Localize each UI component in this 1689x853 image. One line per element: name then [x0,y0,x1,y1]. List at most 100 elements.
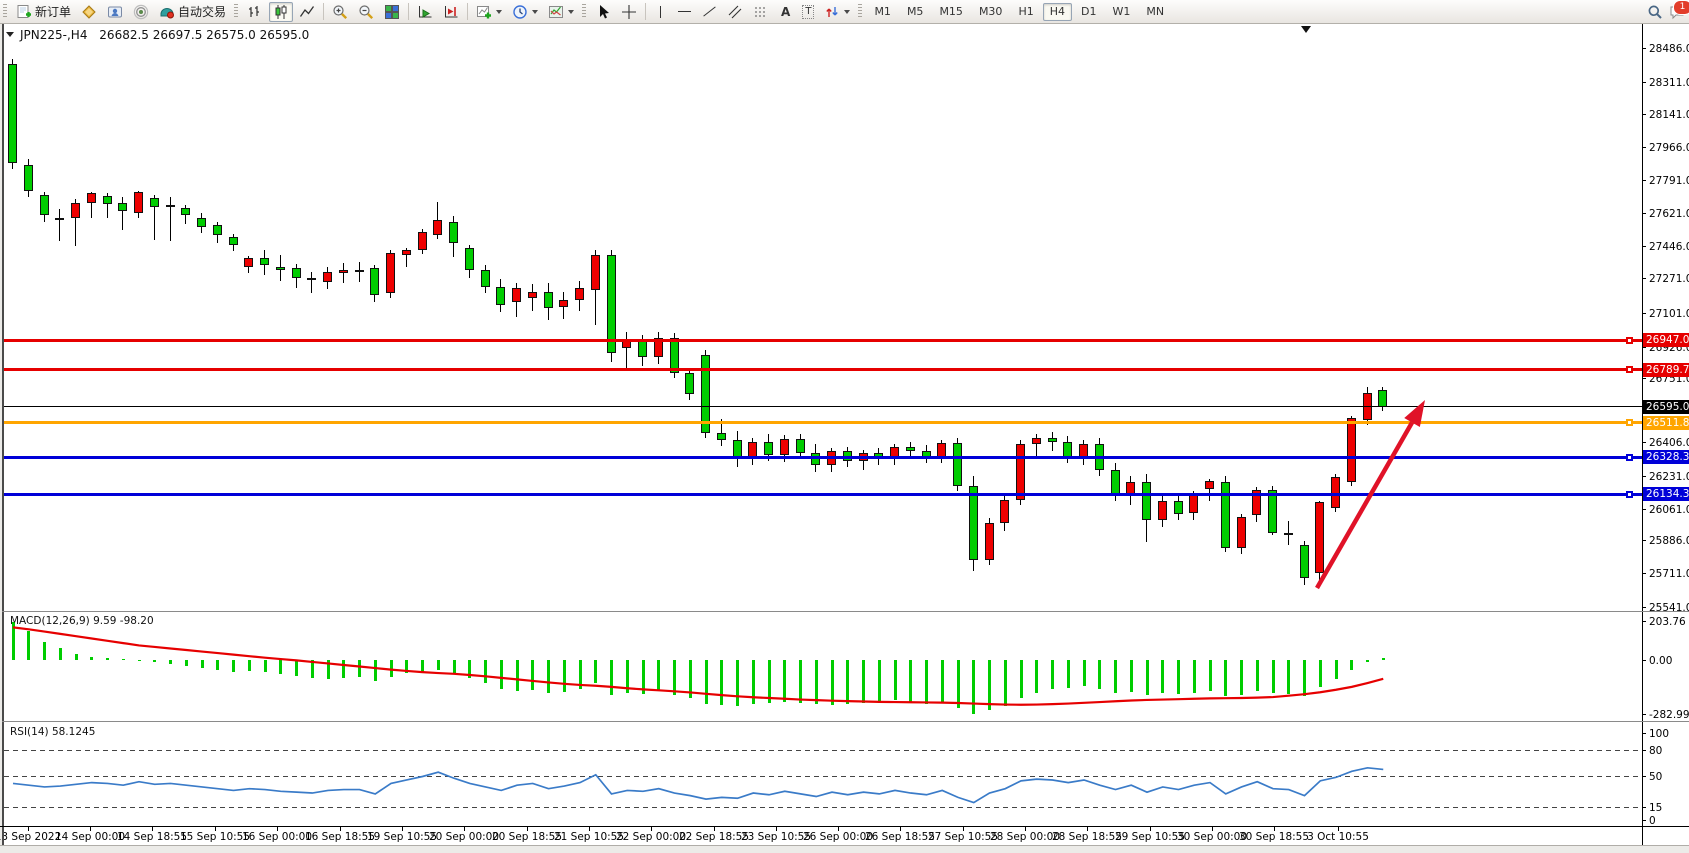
new-order-button[interactable]: 新订单 [12,2,75,22]
crosshair-tool-button[interactable] [617,2,641,22]
navigator-button[interactable] [103,2,127,22]
toolbar-grip[interactable] [3,4,7,19]
line-handle[interactable] [1626,490,1633,498]
trend-arrow[interactable] [1315,400,1425,590]
candle-body [275,266,285,270]
cursor-tool-button[interactable] [591,2,615,22]
timeframe-h4[interactable]: H4 [1042,2,1072,21]
time-tick-mark [900,827,901,831]
templates-button[interactable] [544,2,578,22]
candle-body [23,164,33,192]
search-icon[interactable] [1647,4,1663,20]
macd-histogram-bar [736,660,739,707]
toolbar-separator [645,3,647,20]
chat-button[interactable]: 1 [1669,0,1689,20]
bar-chart-button[interactable] [243,2,267,22]
timeframe-d1[interactable]: D1 [1074,3,1103,21]
line-handle[interactable] [1626,366,1633,374]
terminal-button[interactable] [129,2,153,22]
window-bottom-border [0,845,1689,846]
vertical-line-tool-button[interactable] [650,2,671,22]
horizontal-line[interactable] [4,406,1642,408]
horizontal-line-tool-button[interactable] [673,2,696,22]
time-tick-label: 20 Sep 18:55 [491,831,563,843]
horizontal-line[interactable] [4,368,1642,372]
chart-background[interactable] [2,24,1689,845]
candlestick-chart-button[interactable] [269,1,294,22]
chart-dropdown-icon[interactable] [6,32,14,41]
candle-body [1031,438,1041,444]
market-watch-button[interactable] [77,2,101,22]
candle-body [401,249,411,255]
rsi-tick-mark [1642,820,1646,821]
candle-body [165,205,175,208]
timeframe-m1[interactable]: M1 [867,3,898,21]
candle-body [55,218,65,221]
line-handle[interactable] [1626,419,1633,427]
macd-histogram-bar [625,660,629,693]
timeframe-m15[interactable]: M15 [932,3,970,21]
time-tick-label: 27 Sep 10:55 [927,831,999,843]
channel-tool-button[interactable] [723,2,747,22]
fibonacci-icon [755,7,768,16]
macd-histogram-bar [232,660,235,672]
timeframe-mn[interactable]: MN [1139,3,1171,21]
toolbar-grip[interactable] [234,4,239,19]
arrows-tool-button[interactable] [820,2,854,22]
rsi-pane-separator[interactable] [2,721,1689,722]
macd-histogram-bar [877,660,881,703]
text-label-tool-button[interactable]: T [798,2,818,22]
trend-arrow-shaft[interactable] [1315,421,1414,590]
horizontal-line[interactable] [4,421,1642,425]
horizontal-line[interactable] [4,492,1642,496]
toolbar: 新订单 自动 [0,0,1689,24]
price-axis-border [1642,24,1643,845]
price-tick-mark [1642,509,1646,510]
chart-shift-button[interactable] [439,2,463,22]
macd-histogram-bar [216,660,220,670]
dropdown-caret-icon [844,10,851,17]
symbol-period-label: JPN225-,H4 [20,28,88,42]
time-tick-label: 14 Sep 18:55 [116,831,188,843]
tile-windows-button[interactable] [380,2,404,22]
candle-wick [59,208,61,241]
price-tick-mark [1642,378,1646,379]
auto-scroll-button[interactable] [413,2,437,22]
timeframe-m30[interactable]: M30 [972,3,1010,21]
candle-wick [405,248,407,268]
time-tick-label: 3 Oct 10:55 [1307,831,1369,843]
zoom-out-button[interactable] [354,2,378,22]
timeframe-m5[interactable]: M5 [900,3,931,21]
macd-pane-separator[interactable] [2,611,1689,612]
rsi-tick-mark [1642,750,1646,751]
timeframe-h1[interactable]: H1 [1011,3,1040,21]
vertical-line-icon [660,5,662,18]
macd-histogram-bar [893,660,897,701]
indicators-button[interactable] [472,2,506,22]
macd-histogram-bar [389,660,393,678]
toolbar-grip[interactable] [858,4,863,19]
macd-histogram-bar [814,660,818,705]
line-handle[interactable] [1626,453,1633,461]
auto-trading-icon [160,7,175,18]
macd-histogram-bar [972,660,976,714]
horizontal-line[interactable] [4,455,1642,459]
macd-histogram-bar [499,660,503,689]
macd-histogram-bar [74,654,78,660]
toolbar-separator [467,3,469,20]
trendline-tool-button[interactable] [698,2,721,22]
candle-body [1236,516,1246,548]
zoom-in-button[interactable] [328,2,352,22]
line-chart-button[interactable] [295,2,319,22]
time-tick-mark [589,827,590,831]
periods-button[interactable] [508,2,542,22]
horizontal-line[interactable] [4,338,1642,342]
candle-body [323,271,332,282]
text-tool-button[interactable]: A [775,2,796,22]
fibonacci-tool-button[interactable] [749,2,773,22]
line-handle[interactable] [1626,336,1633,344]
auto-trading-button[interactable]: 自动交易 [155,2,230,22]
timeframe-w1[interactable]: W1 [1105,3,1137,21]
toolbar-grip[interactable] [582,4,587,19]
chart-shift-marker[interactable] [1301,26,1311,38]
